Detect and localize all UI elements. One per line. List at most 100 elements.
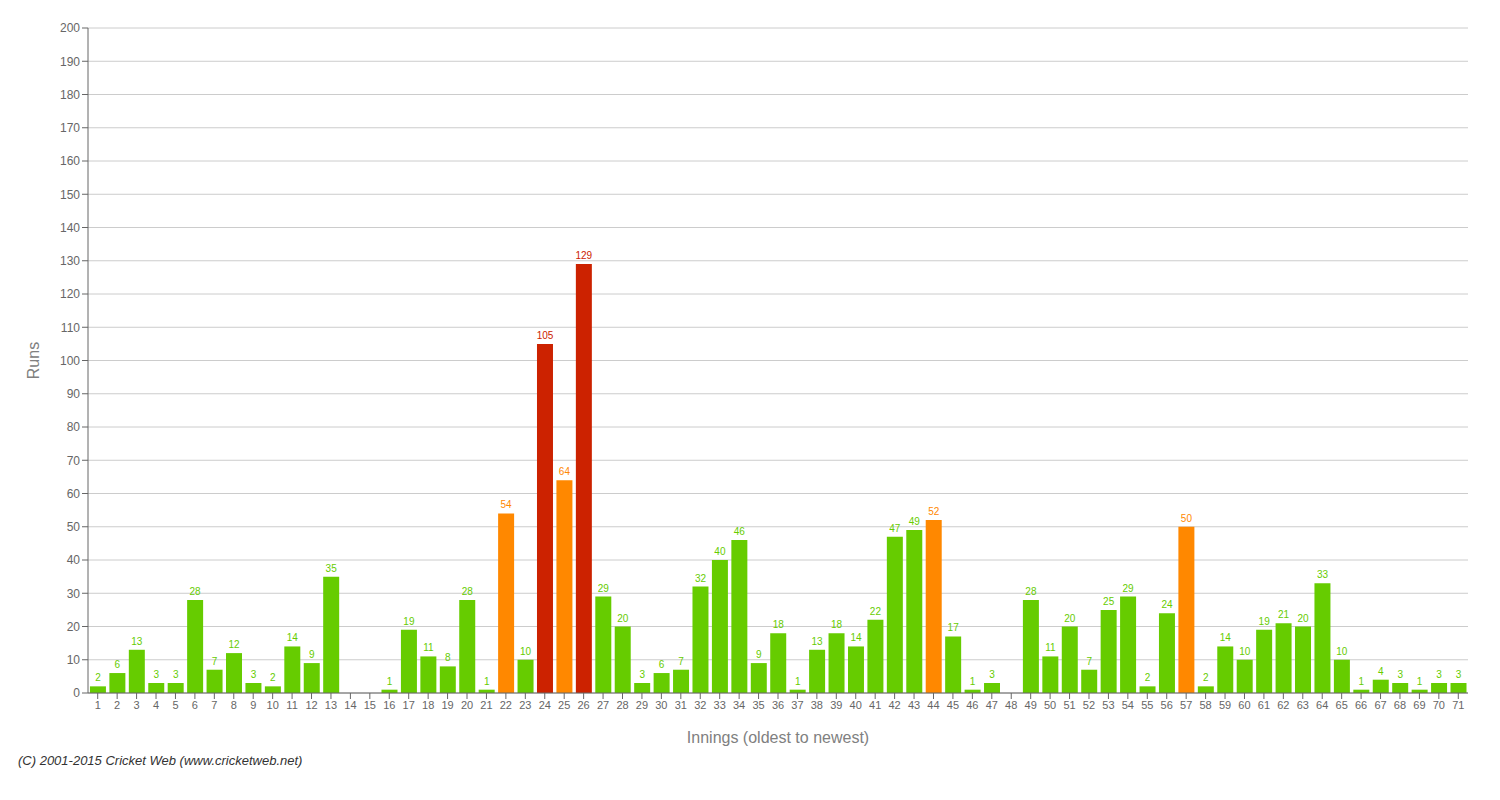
svg-text:0: 0: [73, 686, 80, 700]
svg-text:51: 51: [1063, 699, 1075, 711]
svg-text:46: 46: [966, 699, 978, 711]
svg-text:28: 28: [616, 699, 628, 711]
svg-text:27: 27: [597, 699, 609, 711]
svg-text:26: 26: [578, 699, 590, 711]
svg-text:10: 10: [1239, 646, 1251, 657]
svg-text:25: 25: [1103, 596, 1115, 607]
svg-text:6: 6: [115, 659, 121, 670]
svg-text:70: 70: [67, 454, 81, 468]
svg-text:5: 5: [172, 699, 178, 711]
svg-text:28: 28: [1025, 586, 1037, 597]
svg-text:3: 3: [134, 699, 140, 711]
svg-text:7: 7: [212, 656, 218, 667]
svg-text:13: 13: [325, 699, 337, 711]
svg-text:19: 19: [1259, 616, 1271, 627]
svg-text:21: 21: [480, 699, 492, 711]
svg-text:8: 8: [231, 699, 237, 711]
svg-text:22: 22: [870, 606, 882, 617]
svg-text:46: 46: [734, 526, 746, 537]
svg-text:32: 32: [695, 573, 707, 584]
svg-text:13: 13: [812, 636, 824, 647]
svg-text:31: 31: [675, 699, 687, 711]
svg-text:4: 4: [153, 699, 159, 711]
svg-text:130: 130: [60, 254, 80, 268]
svg-text:3: 3: [251, 669, 257, 680]
svg-text:20: 20: [461, 699, 473, 711]
svg-text:140: 140: [60, 221, 80, 235]
svg-text:180: 180: [60, 88, 80, 102]
svg-text:65: 65: [1336, 699, 1348, 711]
svg-text:80: 80: [67, 420, 81, 434]
svg-text:3: 3: [639, 669, 645, 680]
svg-text:3: 3: [153, 669, 159, 680]
svg-text:12: 12: [228, 639, 240, 650]
svg-text:16: 16: [383, 699, 395, 711]
svg-text:61: 61: [1258, 699, 1270, 711]
svg-text:49: 49: [1025, 699, 1037, 711]
svg-text:50: 50: [1181, 513, 1193, 524]
svg-text:14: 14: [850, 632, 862, 643]
svg-text:200: 200: [60, 21, 80, 35]
svg-text:10: 10: [520, 646, 532, 657]
svg-text:44: 44: [927, 699, 939, 711]
svg-text:17: 17: [948, 622, 960, 633]
svg-text:41: 41: [869, 699, 881, 711]
svg-text:20: 20: [1297, 613, 1309, 624]
svg-text:24: 24: [1161, 599, 1173, 610]
svg-text:38: 38: [811, 699, 823, 711]
svg-text:30: 30: [67, 587, 81, 601]
svg-text:30: 30: [655, 699, 667, 711]
svg-text:64: 64: [1316, 699, 1328, 711]
svg-text:6: 6: [192, 699, 198, 711]
svg-text:105: 105: [537, 330, 554, 341]
svg-text:3: 3: [1436, 669, 1442, 680]
svg-text:45: 45: [947, 699, 959, 711]
svg-text:47: 47: [889, 523, 901, 534]
svg-text:20: 20: [617, 613, 629, 624]
svg-text:53: 53: [1102, 699, 1114, 711]
svg-text:1: 1: [95, 699, 101, 711]
svg-text:1: 1: [484, 676, 490, 687]
svg-text:40: 40: [850, 699, 862, 711]
svg-text:2: 2: [114, 699, 120, 711]
svg-text:110: 110: [61, 321, 80, 335]
svg-text:18: 18: [831, 619, 843, 630]
svg-text:24: 24: [539, 699, 551, 711]
svg-text:7: 7: [678, 656, 684, 667]
svg-text:22: 22: [500, 699, 512, 711]
svg-text:25: 25: [558, 699, 570, 711]
svg-text:69: 69: [1413, 699, 1425, 711]
svg-text:100: 100: [60, 354, 80, 368]
svg-text:3: 3: [1397, 669, 1403, 680]
svg-text:14: 14: [344, 699, 356, 711]
svg-text:9: 9: [756, 649, 762, 660]
svg-text:11: 11: [423, 642, 434, 653]
svg-text:2: 2: [1145, 672, 1151, 683]
svg-text:54: 54: [501, 499, 513, 510]
svg-text:1: 1: [1417, 676, 1423, 687]
svg-text:14: 14: [287, 632, 299, 643]
svg-text:90: 90: [67, 387, 81, 401]
svg-text:43: 43: [908, 699, 920, 711]
svg-text:35: 35: [326, 563, 338, 574]
svg-text:190: 190: [60, 55, 80, 69]
svg-text:19: 19: [441, 699, 453, 711]
svg-text:13: 13: [131, 636, 143, 647]
svg-text:10: 10: [267, 699, 279, 711]
svg-text:20: 20: [67, 620, 81, 634]
svg-text:14: 14: [1220, 632, 1232, 643]
svg-text:52: 52: [928, 506, 940, 517]
svg-text:170: 170: [60, 121, 80, 135]
svg-text:59: 59: [1219, 699, 1231, 711]
svg-text:3: 3: [989, 669, 995, 680]
svg-text:33: 33: [1317, 569, 1329, 580]
svg-text:57: 57: [1180, 699, 1192, 711]
svg-text:29: 29: [598, 583, 610, 594]
svg-text:35: 35: [752, 699, 764, 711]
svg-text:15: 15: [364, 699, 376, 711]
svg-text:2: 2: [95, 672, 101, 683]
svg-text:2: 2: [1203, 672, 1209, 683]
svg-text:Innings (oldest to newest): Innings (oldest to newest): [687, 729, 869, 746]
svg-text:54: 54: [1122, 699, 1134, 711]
svg-text:8: 8: [445, 652, 451, 663]
